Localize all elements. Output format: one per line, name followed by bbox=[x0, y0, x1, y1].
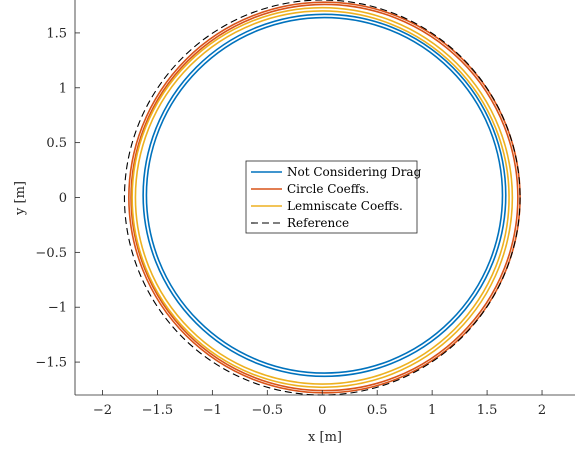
legend-label: Not Considering Drag bbox=[287, 165, 422, 179]
y-tick-label: −1 bbox=[48, 301, 67, 316]
x-tick-label: −2 bbox=[93, 403, 112, 418]
legend-label: Reference bbox=[287, 216, 349, 230]
x-tick-label: 1.5 bbox=[477, 403, 498, 418]
x-axis-label: x [m] bbox=[308, 430, 342, 445]
y-axis-label: y [m] bbox=[13, 181, 28, 216]
y-tick-label: 0 bbox=[59, 191, 67, 206]
y-tick-label: 1.5 bbox=[46, 26, 67, 41]
y-tick-label: −0.5 bbox=[35, 246, 67, 261]
y-tick-label: 1 bbox=[59, 81, 67, 96]
series-curve-3-2 bbox=[131, 6, 514, 389]
series-curve-1-1 bbox=[145, 16, 504, 374]
x-tick-label: 0.5 bbox=[367, 403, 388, 418]
series-curve-1-2 bbox=[142, 13, 507, 378]
legend: Not Considering Drag Circle Coeffs. Lemnis… bbox=[245, 160, 422, 234]
series-curve-3-1 bbox=[134, 10, 510, 385]
legend-box bbox=[245, 160, 418, 234]
y-tick-label: 0.5 bbox=[46, 136, 67, 151]
x-tick-label: 2 bbox=[538, 403, 546, 418]
ticks-layer: −2 −1.5 −1 −0.5 0 0.5 1 1.5 2 −1.5 −1 −0.5 0 0.5 1 1.5 bbox=[35, 26, 546, 418]
y-tick-label: −1.5 bbox=[35, 356, 67, 371]
series-curve-2-1 bbox=[130, 3, 519, 392]
series-layer bbox=[123, 0, 521, 396]
legend-label: Circle Coeffs. bbox=[287, 182, 369, 196]
x-tick-label: 1 bbox=[428, 403, 436, 418]
x-tick-label: −1 bbox=[203, 403, 222, 418]
x-tick-label: −1.5 bbox=[142, 403, 174, 418]
x-tick-label: 0 bbox=[318, 403, 326, 418]
x-tick-label: −0.5 bbox=[252, 403, 284, 418]
legend-label: Lemniscate Coeffs. bbox=[287, 199, 403, 213]
